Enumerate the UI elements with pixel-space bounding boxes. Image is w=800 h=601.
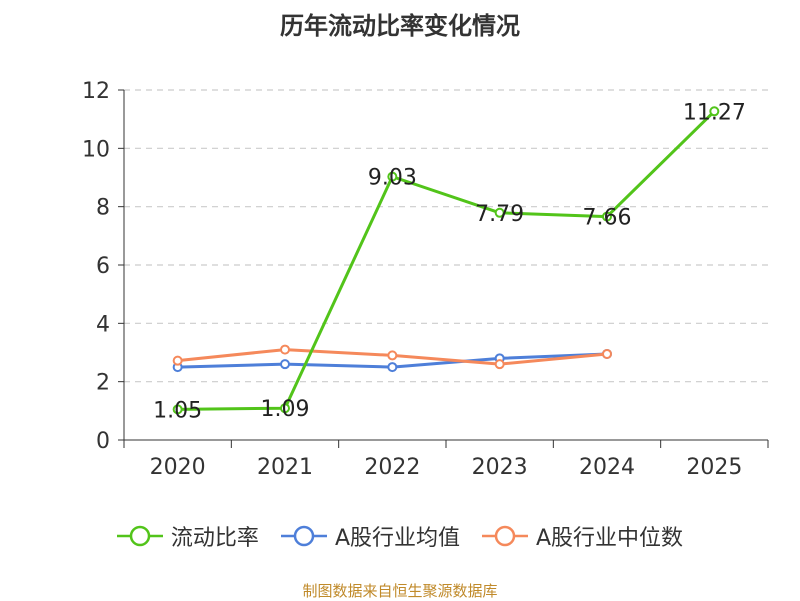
series-line-0: [177, 110, 716, 411]
y-tick-label: 6: [96, 254, 110, 279]
source-note: 制图数据来自恒生聚源数据库: [302, 582, 498, 600]
x-tick-label: 2024: [579, 455, 635, 480]
data-label: 7.79: [475, 202, 524, 227]
data-point: [709, 106, 720, 117]
data-labels: 1.05 1.09 9.03 7.79 7.66 11.27: [153, 100, 746, 423]
legend: 流动比率 A股行业均值 A股行业中位数: [0, 518, 800, 554]
x-tick-label: 2022: [364, 455, 420, 480]
data-label: 7.66: [583, 206, 632, 231]
data-point: [172, 404, 183, 415]
legend-label: 流动比率: [170, 526, 259, 551]
data-point: [172, 355, 183, 366]
x-tick-label: 2021: [257, 455, 313, 480]
legend-item[interactable]: 流动比率: [116, 520, 259, 552]
grid-lines: [124, 89, 768, 383]
data-label: 11.27: [683, 100, 746, 125]
data-point: [494, 359, 505, 370]
legend-label: A股行业中位数: [536, 526, 684, 551]
series-lines: [172, 106, 720, 415]
data-point: [280, 403, 290, 414]
data-label: 1.09: [261, 397, 310, 422]
legend-line-circle-icon: [116, 525, 163, 547]
x-tick-label: 2020: [150, 455, 206, 480]
legend-item[interactable]: A股行业中位数: [482, 520, 683, 552]
data-point: [387, 362, 398, 373]
legend-label: A股行业均值: [334, 526, 460, 551]
chart-title: 历年流动比率变化情况: [280, 12, 520, 40]
data-point: [602, 348, 612, 359]
data-point: [387, 350, 398, 361]
y-tick-label: 10: [82, 137, 110, 162]
data-point: [280, 344, 290, 355]
legend-line-circle-icon: [280, 525, 327, 547]
legend-item[interactable]: A股行业均值: [280, 520, 460, 552]
legend-line-circle-icon: [482, 525, 528, 547]
y-tick-label: 12: [82, 79, 110, 104]
y-tick-label: 4: [96, 312, 110, 337]
x-tick-label: 2025: [686, 455, 742, 480]
data-point: [602, 211, 612, 222]
y-tick-label: 8: [96, 196, 110, 221]
axes: 0 2 4 6 8 10 12 2020 2021 2022 2023 2024 2025: [82, 79, 769, 480]
y-tick-label: 2: [96, 371, 110, 396]
y-tick-label: 0: [96, 429, 110, 454]
data-label: 9.03: [368, 166, 417, 191]
data-label: 1.05: [153, 398, 202, 423]
data-point: [494, 207, 505, 218]
data-point: [280, 359, 290, 370]
x-tick-label: 2023: [472, 455, 528, 480]
data-point: [387, 171, 398, 182]
